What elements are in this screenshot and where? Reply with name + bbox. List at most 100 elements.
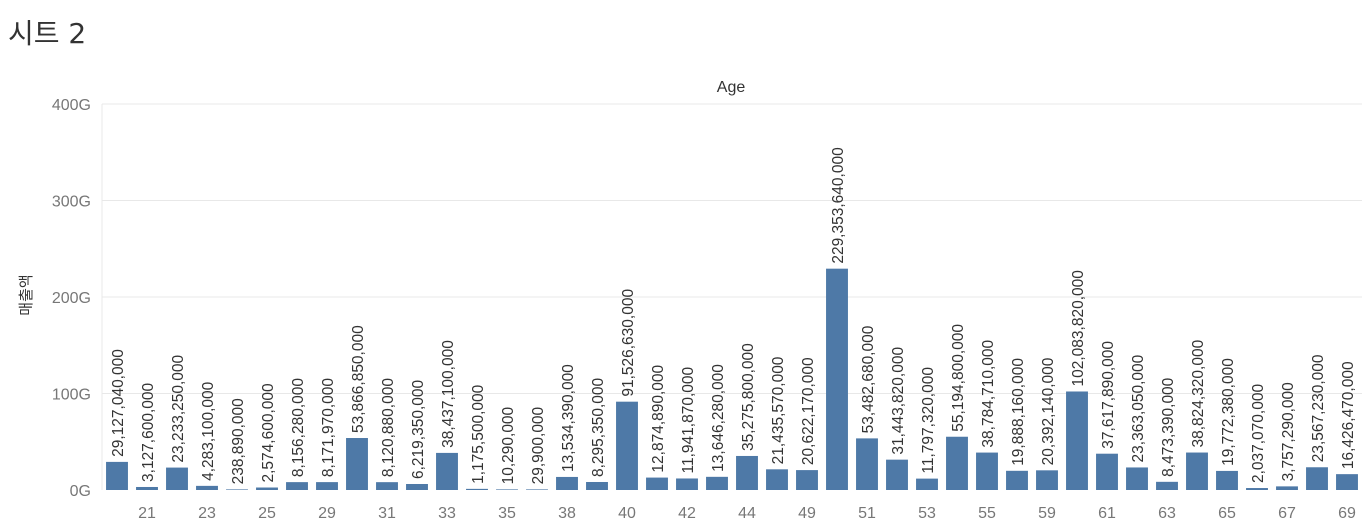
data-label: 11,941,870,000 bbox=[680, 367, 697, 474]
data-label: 23,567,230,000 bbox=[1310, 354, 1327, 462]
data-label: 12,874,890,000 bbox=[650, 364, 667, 472]
data-label: 10,290,000 bbox=[500, 406, 517, 484]
data-label: 19,772,380,000 bbox=[1220, 358, 1237, 466]
bar bbox=[946, 436, 968, 490]
bar bbox=[916, 478, 938, 490]
data-label: 23,233,250,000 bbox=[170, 354, 187, 462]
bar bbox=[136, 486, 158, 490]
data-label: 102,083,820,000 bbox=[1070, 270, 1087, 387]
sheet-title: 시트 2 bbox=[8, 17, 87, 50]
x-tick-label: 67 bbox=[1278, 505, 1296, 522]
column-header: Age bbox=[717, 79, 746, 96]
data-label: 11,797,320,000 bbox=[920, 367, 937, 474]
bar bbox=[196, 485, 218, 490]
data-label: 13,534,390,000 bbox=[560, 364, 577, 472]
x-tick-label: 23 bbox=[198, 505, 216, 522]
bar bbox=[796, 470, 818, 490]
bar bbox=[436, 452, 458, 490]
data-label: 29,127,040,000 bbox=[110, 349, 127, 457]
data-label: 23,363,050,000 bbox=[1130, 354, 1147, 462]
x-tick-label: 53 bbox=[918, 505, 936, 522]
x-tick-label: 35 bbox=[498, 505, 516, 522]
x-tick-label: 40 bbox=[618, 505, 636, 522]
data-label: 8,171,970,000 bbox=[320, 378, 337, 478]
data-label: 35,275,800,000 bbox=[740, 343, 757, 451]
data-label: 8,295,350,000 bbox=[590, 377, 607, 477]
bar bbox=[376, 482, 398, 490]
data-label: 29,900,000 bbox=[530, 406, 547, 484]
x-tick-label: 33 bbox=[438, 505, 456, 522]
data-label: 20,392,140,000 bbox=[1040, 357, 1057, 465]
data-label: 21,435,570,000 bbox=[770, 356, 787, 464]
y-tick-label: 100G bbox=[52, 387, 91, 404]
data-label: 55,194,800,000 bbox=[950, 324, 967, 432]
data-label: 38,437,100,000 bbox=[440, 340, 457, 448]
data-label: 1,175,500,000 bbox=[470, 384, 487, 484]
data-label: 16,426,470,000 bbox=[1340, 361, 1357, 469]
bar bbox=[1126, 467, 1148, 490]
data-label: 8,473,390,000 bbox=[1160, 377, 1177, 477]
data-label: 8,156,280,000 bbox=[290, 378, 307, 478]
bar bbox=[856, 438, 878, 490]
y-tick-label: 200G bbox=[52, 290, 91, 307]
bar bbox=[1096, 453, 1118, 490]
x-tick-label: 61 bbox=[1098, 505, 1116, 522]
data-label: 13,646,280,000 bbox=[710, 364, 727, 472]
data-label: 2,037,070,000 bbox=[1250, 384, 1267, 484]
bar bbox=[166, 467, 188, 490]
data-label: 38,784,710,000 bbox=[980, 339, 997, 447]
bar bbox=[1066, 391, 1088, 490]
x-tick-label: 25 bbox=[258, 505, 276, 522]
data-label: 238,890,000 bbox=[230, 398, 247, 485]
bar bbox=[976, 452, 998, 490]
y-tick-label: 300G bbox=[52, 194, 91, 211]
x-tick-label: 49 bbox=[798, 505, 816, 522]
x-tick-label: 65 bbox=[1218, 505, 1236, 522]
x-tick-label: 59 bbox=[1038, 505, 1056, 522]
bar bbox=[616, 401, 638, 490]
x-tick-label: 69 bbox=[1338, 505, 1356, 522]
data-label: 229,353,640,000 bbox=[830, 147, 847, 264]
data-label: 53,866,850,000 bbox=[350, 325, 367, 433]
bar bbox=[736, 455, 758, 490]
bar bbox=[406, 483, 428, 490]
bar bbox=[766, 469, 788, 490]
bar bbox=[556, 476, 578, 490]
bar bbox=[1186, 452, 1208, 490]
x-tick-label: 21 bbox=[138, 505, 156, 522]
bar bbox=[1216, 470, 1238, 490]
y-tick-label: 0G bbox=[70, 483, 91, 500]
bar bbox=[1336, 474, 1358, 490]
x-tick-label: 44 bbox=[738, 505, 756, 522]
data-label: 31,443,820,000 bbox=[890, 347, 907, 455]
bar bbox=[496, 489, 518, 490]
bar bbox=[886, 459, 908, 490]
bar bbox=[646, 477, 668, 490]
data-label: 53,482,680,000 bbox=[860, 325, 877, 433]
x-tick-label: 42 bbox=[678, 505, 696, 522]
bar bbox=[346, 438, 368, 490]
bar bbox=[286, 482, 308, 490]
data-label: 20,622,170,000 bbox=[800, 357, 817, 465]
bar bbox=[1246, 488, 1268, 490]
data-label: 19,888,160,000 bbox=[1010, 358, 1027, 466]
bar bbox=[526, 489, 548, 490]
x-tick-label: 31 bbox=[378, 505, 396, 522]
x-tick-label: 38 bbox=[558, 505, 576, 522]
y-axis-title: 매출액 bbox=[18, 274, 35, 315]
bar bbox=[106, 461, 128, 490]
data-label: 38,824,320,000 bbox=[1190, 339, 1207, 447]
data-label: 2,574,600,000 bbox=[260, 383, 277, 483]
bar bbox=[256, 487, 278, 490]
data-label: 6,219,350,000 bbox=[410, 379, 427, 479]
bar bbox=[316, 482, 338, 490]
bar bbox=[706, 476, 728, 490]
bar bbox=[1036, 470, 1058, 490]
bar bbox=[1276, 486, 1298, 490]
x-tick-label: 29 bbox=[318, 505, 336, 522]
data-labels-layer: 29,127,040,000 3,127,600,000 23,233,250,00… bbox=[110, 147, 1357, 484]
grid-layer bbox=[102, 103, 1362, 394]
data-label: 37,617,890,000 bbox=[1100, 341, 1117, 449]
